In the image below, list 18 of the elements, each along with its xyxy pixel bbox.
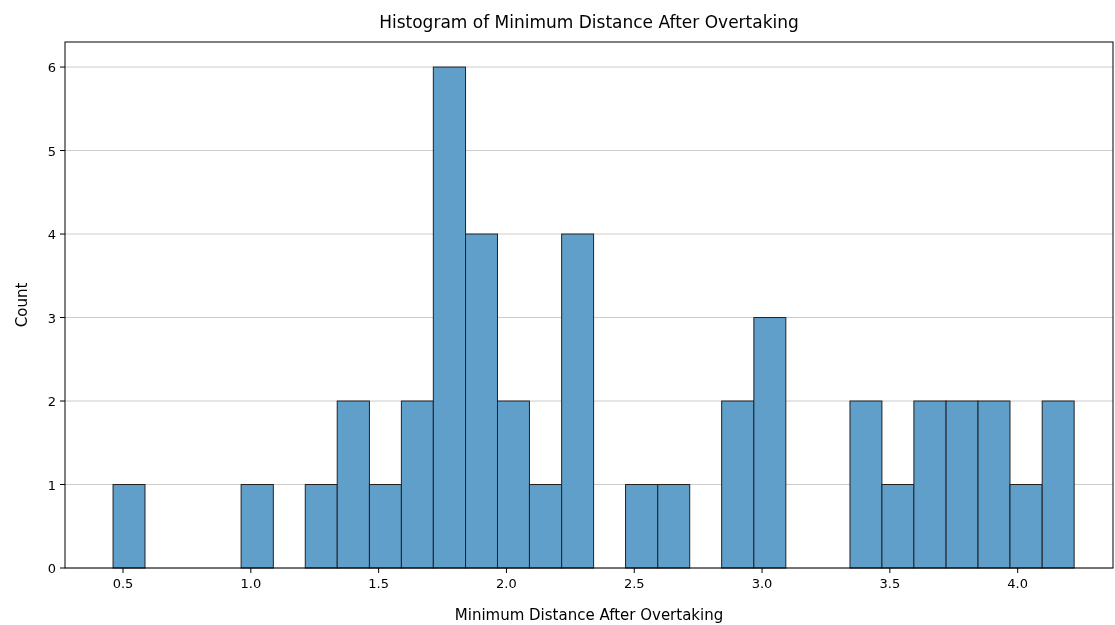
x-tick-label: 1.5 [368,576,389,591]
x-tick-label: 3.5 [879,576,901,591]
x-tick-label: 2.5 [623,576,645,591]
x-axis-title: Minimum Distance After Overtaking [454,606,724,624]
y-tick-label: 6 [47,60,56,76]
y-tick-label: 4 [47,227,56,243]
x-tick-label: 3.0 [751,576,773,591]
y-axis-title: Count [13,282,31,328]
y-tick-label: 2 [47,394,56,410]
x-tick-label: 4.0 [1007,576,1028,591]
chart-title: Histogram of Minimum Distance After Overtaking [379,12,799,32]
x-tick-label: 1.0 [240,576,262,591]
x-tick-label: 0.5 [112,576,134,591]
y-tick-label: 1 [47,477,56,493]
y-tick-label: 5 [47,143,56,159]
y-tick-label: 0 [47,561,56,576]
x-tick-label: 2.0 [496,576,517,591]
y-tick-label: 3 [47,310,56,326]
